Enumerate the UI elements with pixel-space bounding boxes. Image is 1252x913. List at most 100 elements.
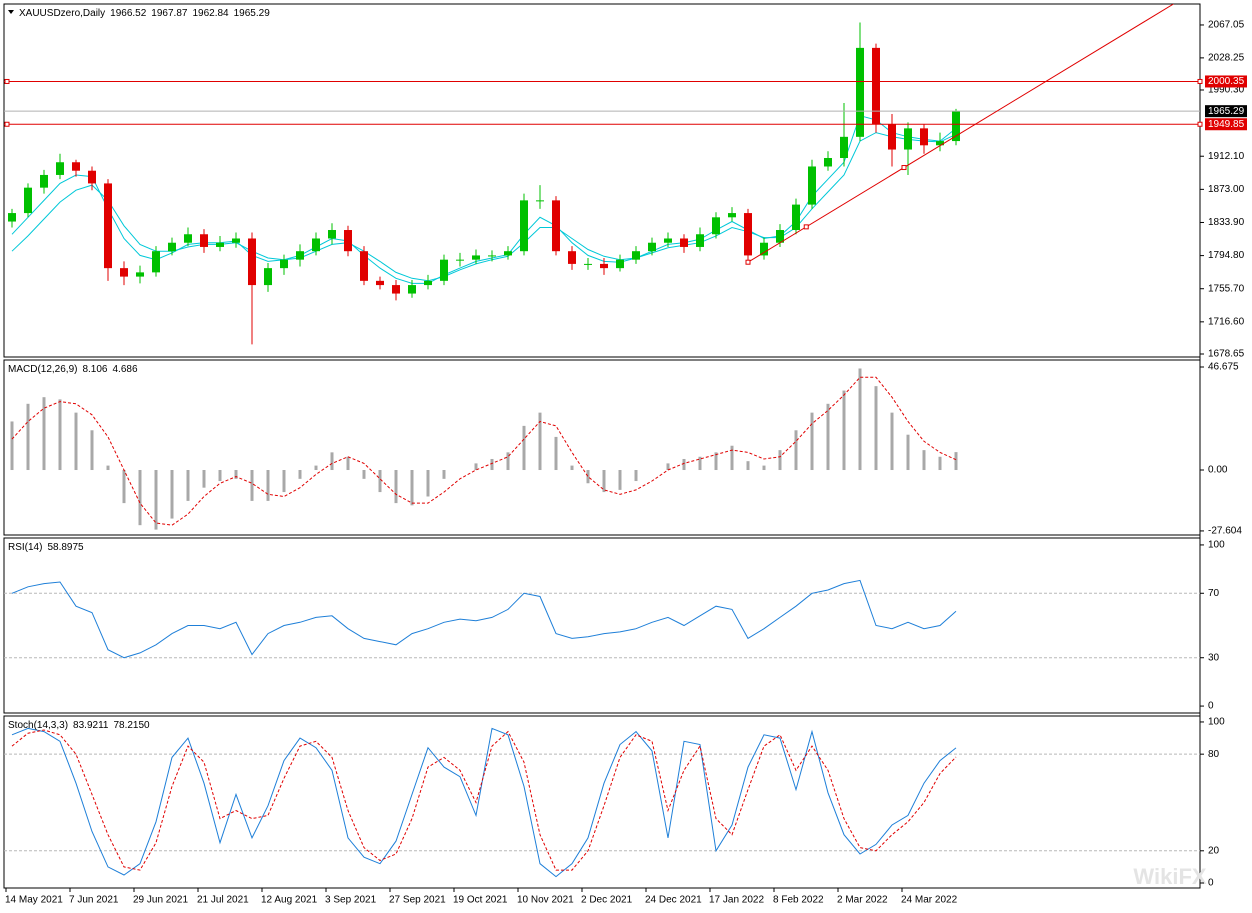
macd-bar — [714, 452, 718, 471]
panel-title: MACD(12,26,9) — [8, 364, 77, 375]
last-price-label: 1965.29 — [1208, 106, 1245, 117]
header-value: 83.9211 — [73, 720, 109, 731]
macd-bar — [506, 452, 510, 471]
panel — [10, 368, 958, 530]
candle-body — [920, 128, 928, 146]
x-tick-label: 10 Nov 2021 — [517, 895, 574, 906]
candle-body — [56, 162, 64, 175]
y-tick-label: 1873.00 — [1208, 184, 1245, 195]
panel — [4, 727, 1200, 878]
level-box — [1205, 75, 1247, 88]
header-value: 1967.87 — [151, 8, 188, 19]
trendline-handle — [745, 259, 751, 265]
y-tick-label: 0 — [1208, 878, 1214, 889]
candle-body — [120, 268, 128, 277]
candle-body — [936, 141, 944, 146]
candle-body — [824, 158, 832, 167]
macd-bar — [122, 470, 126, 504]
x-tick-label: 17 Jan 2022 — [709, 895, 764, 906]
macd-bar — [826, 403, 830, 471]
x-tick-label: 2 Mar 2022 — [837, 895, 888, 906]
macd-bar — [538, 412, 542, 471]
candle-body — [264, 268, 272, 286]
macd-bar — [762, 465, 766, 471]
candle-body — [8, 213, 16, 222]
panel — [4, 4, 1200, 345]
candle-body — [696, 234, 704, 247]
candle-body — [888, 124, 896, 150]
x-tick-label: 12 Aug 2021 — [261, 895, 318, 906]
macd-bar — [954, 452, 958, 471]
candle-body — [568, 251, 576, 264]
candle-body — [552, 200, 560, 252]
y-tick-label: 2028.25 — [1208, 53, 1245, 64]
candle-body — [392, 285, 400, 294]
candle-body — [648, 242, 656, 252]
macd-bar — [202, 470, 206, 488]
panel-title: Stoch(14,3,3) — [8, 720, 68, 731]
watermark: WikiFX — [1133, 864, 1206, 889]
signal-line — [11, 376, 957, 526]
macd-bar — [602, 470, 606, 493]
macd-bar — [394, 470, 398, 504]
y-tick-label: 1755.70 — [1208, 283, 1245, 294]
candle-body — [232, 238, 240, 243]
trendline-handle — [803, 224, 809, 230]
y-tick-label: 100 — [1208, 540, 1225, 551]
macd-bar — [698, 456, 702, 471]
candle-body — [88, 170, 96, 184]
candle-body — [856, 47, 864, 137]
x-tick-label: 2 Dec 2021 — [581, 895, 633, 906]
y-tick-label: 46.675 — [1208, 362, 1239, 373]
trendline — [747, 4, 1174, 263]
y-tick-label: 20 — [1208, 845, 1220, 856]
y-tick-label: 0.00 — [1208, 465, 1228, 476]
macd-bar — [410, 470, 414, 506]
macd-bar — [474, 463, 478, 471]
macd-bar — [906, 434, 910, 471]
macd-bar — [634, 470, 638, 482]
candle-body — [952, 111, 960, 142]
macd-bar — [26, 403, 30, 471]
candle-body — [40, 174, 48, 188]
candle-body — [504, 251, 512, 256]
macd-bar — [106, 465, 110, 471]
candle-body — [296, 251, 304, 260]
candle-body — [472, 255, 480, 260]
y-tick-label: -27.604 — [1208, 526, 1242, 537]
macd-bar — [730, 445, 734, 471]
candle-body — [280, 259, 288, 269]
macd-bar — [362, 470, 366, 479]
y-tick-label: 1678.65 — [1208, 349, 1245, 360]
macd-bar — [282, 470, 286, 493]
macd-bar — [154, 470, 158, 530]
candle-body — [344, 230, 352, 252]
indicator-line — [11, 729, 957, 871]
candle-body — [248, 238, 256, 286]
y-tick-label: 1833.90 — [1208, 217, 1245, 228]
x-tick-label: 24 Dec 2021 — [645, 895, 702, 906]
candle-body — [424, 280, 432, 286]
candle-body — [312, 238, 320, 252]
macd-bar — [138, 470, 142, 526]
candle-body — [776, 230, 784, 243]
candle-body — [904, 128, 912, 150]
macd-bar — [74, 412, 78, 471]
macd-bar — [522, 425, 526, 471]
panel-header: Stoch(14,3,3) 83.9211 78.2150 — [8, 720, 150, 731]
panel — [4, 579, 1200, 659]
macd-bar — [250, 470, 254, 501]
candle-body — [712, 217, 720, 235]
candle-body — [744, 213, 752, 256]
y-tick-label: 70 — [1208, 588, 1220, 599]
header-value: 58.8975 — [47, 542, 84, 553]
macd-bar — [682, 458, 686, 471]
x-tick-label: 24 Mar 2022 — [901, 895, 958, 906]
level-label: 1949.85 — [1208, 119, 1245, 130]
macd-bar — [266, 470, 270, 501]
macd-bar — [426, 470, 430, 497]
y-tick-label: 80 — [1208, 749, 1220, 760]
macd-bar — [10, 421, 14, 471]
panel-header: RSI(14) 58.8975 — [8, 542, 84, 553]
